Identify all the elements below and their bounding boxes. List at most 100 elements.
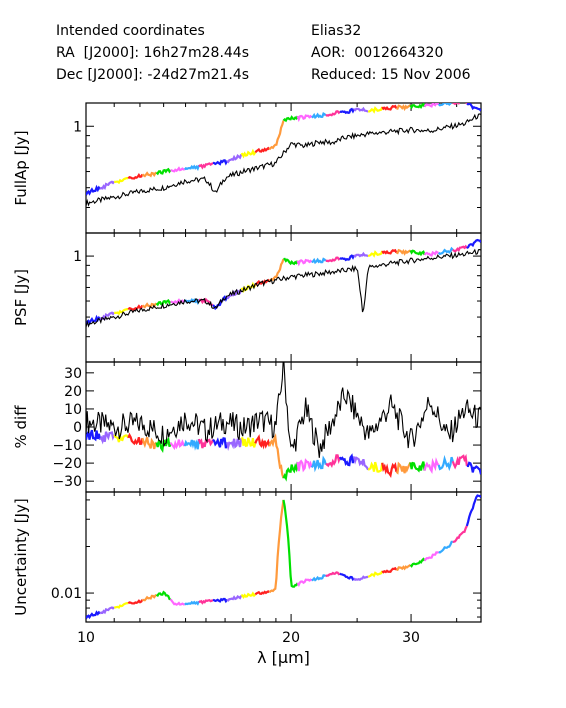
series-colored-segment [367,250,384,258]
series-colored-segment [296,578,313,588]
header-right-line-3: Reduced: 15 Nov 2006 [311,67,471,83]
series-colored-segment [268,433,285,479]
series-colored-segment [241,591,257,599]
series-colored-segment [325,110,341,117]
x-tick-label: 30 [402,630,420,646]
series-colored-segment [296,258,313,267]
series-colored-segment [325,454,341,468]
series-colored-segment [127,599,144,605]
series-colored-segment [183,298,200,306]
header-left-line-3: Dec [J2000]: -24d27m21.4s [56,67,250,83]
series-colored-segment [99,431,116,445]
series-colored-segment [325,256,341,263]
series-colored-segment [183,438,200,451]
series-colored-segment [466,238,481,250]
series-colored-segment [86,610,101,620]
series-colored-segment [282,499,299,588]
series-colored-segment [212,437,229,449]
y-tick-label: 20 [64,384,82,400]
series-colored-segment [437,454,454,472]
header-left-line-2: RA [J2000]: 16h27m28.44s [56,45,250,61]
panel-4: 0.01 Uncertainty [Jy] [12,491,482,623]
y-tick-label: −30 [52,474,82,490]
x-tick-label: 10 [77,630,95,646]
series-colored-segment [113,307,129,316]
series-colored-segment [339,254,355,262]
series-colored-segment [170,298,186,305]
series-colored-segment [254,590,271,596]
y-tick-label: 10 [64,402,82,418]
series-colored-segment [396,563,412,571]
series-colored-segment [212,597,228,604]
series-colored-segment [423,551,440,562]
series-colored-segment [338,453,356,467]
y-tick-label: 30 [64,366,82,382]
series-colored-segment [99,180,116,191]
plot-area [86,103,481,207]
series-colored-segment [311,257,327,265]
series-colored-segment [142,593,158,602]
series-colored-segment [212,295,229,311]
series-colored-segment [423,250,439,257]
series-colored-segment [396,104,412,112]
panel-1: 1 FullAp [Jy] [12,102,482,234]
series-colored-segment [466,461,481,475]
series-black-line [86,362,481,458]
series-colored-segment [311,574,327,582]
series-colored-segment [409,461,426,473]
series-colored-segment [183,164,200,172]
y-tick-label: 0 [73,420,82,436]
series-colored-segment [396,248,412,256]
series-colored-segment [113,432,130,443]
series-colored-segment [241,437,257,448]
series-colored-segment [339,107,355,115]
series-colored-segment [226,288,243,300]
y-axis-label: Uncertainty [Jy] [12,498,30,615]
y-axis-label: PSF [Jy] [12,269,30,326]
series-colored-segment [198,598,214,605]
series-black-line [86,113,481,207]
series-colored-segment [127,173,144,180]
series-colored-segment [113,176,129,185]
series-colored-segment [310,455,327,473]
series-colored-segment [353,575,369,581]
header-right-line-2: AOR: 0012664320 [311,45,444,61]
series-colored-segment [409,557,426,568]
series-colored-segment [127,432,144,446]
series-colored-segment [367,570,384,578]
series-colored-segment [437,103,452,107]
series-colored-segment [409,103,426,110]
series-colored-segment [367,106,384,114]
series-colored-segment [268,120,285,151]
y-axis-label: FullAp [Jy] [12,130,30,205]
series-colored-segment [353,251,369,258]
series-colored-segment [423,103,439,108]
series-colored-segment [395,461,412,475]
series-colored-segment [169,439,186,451]
series-colored-segment [114,601,129,609]
y-tick-label: 0.01 [51,586,82,602]
series-colored-segment [437,246,454,256]
panel-2: 1 PSF [Jy] [12,232,482,363]
series-colored-segment [169,598,186,606]
y-tick-label: −20 [52,456,82,472]
series-colored-segment [212,159,229,166]
series-colored-segment [352,456,370,471]
series-colored-segment [268,258,285,283]
series-colored-segment [226,154,243,164]
series-colored-segment [184,600,200,606]
header-right-line-1: Elias32 [311,23,362,39]
series-colored-segment [86,184,101,196]
series-colored-segment [438,540,453,554]
series-colored-segment [155,167,172,176]
y-tick-label: −10 [52,438,82,454]
series-colored-segment [381,248,398,255]
panel-3: −30 −20 −10 0 10 20 30 % diff [12,361,482,493]
series-colored-segment [381,462,398,479]
series-colored-segment [367,461,384,473]
series-colored-segment [99,606,115,615]
plot-area [86,362,481,482]
series-colored-segment [465,494,481,527]
series-colored-segment [198,161,214,170]
